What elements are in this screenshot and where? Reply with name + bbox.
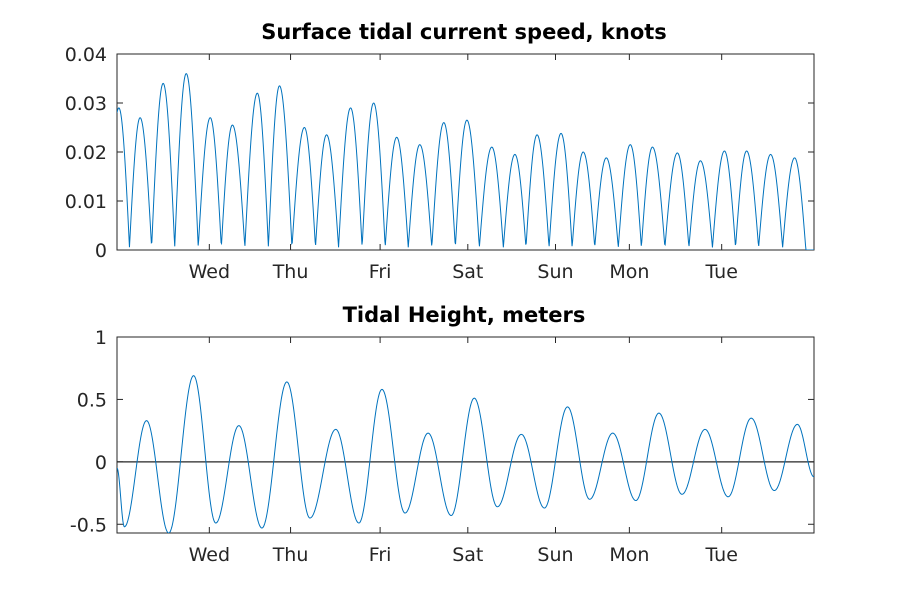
x-tick-label: Sun bbox=[537, 544, 573, 566]
x-tick-label: Fri bbox=[369, 261, 392, 283]
x-tick-label: Wed bbox=[189, 261, 230, 283]
y-tick-label: 0.03 bbox=[65, 93, 107, 115]
chart-title: Tidal Height, meters bbox=[343, 303, 586, 327]
x-tick-label: Thu bbox=[272, 261, 309, 283]
x-tick-label: Sat bbox=[452, 544, 483, 566]
x-tick-label: Mon bbox=[609, 544, 649, 566]
series-line bbox=[117, 72, 814, 250]
y-tick-label: -0.5 bbox=[70, 514, 107, 536]
x-tick-label: Wed bbox=[189, 544, 230, 566]
chart-title: Surface tidal current speed, knots bbox=[261, 20, 667, 44]
x-tick-label: Sat bbox=[452, 261, 483, 283]
plot-area bbox=[116, 53, 815, 251]
y-tick-label: 0.5 bbox=[77, 389, 107, 411]
x-tick-label: Fri bbox=[369, 544, 392, 566]
x-axis: Wed Thu Fri Sat Sun Mon Tue bbox=[189, 54, 738, 283]
x-tick-label: Mon bbox=[609, 261, 649, 283]
x-tick-label: Thu bbox=[272, 544, 309, 566]
current-speed-chart: Surface tidal current speed, knots 0 0.01… bbox=[65, 20, 815, 283]
x-tick-label: Tue bbox=[704, 544, 737, 566]
y-tick-label: 0 bbox=[95, 452, 107, 474]
x-tick-label: Sun bbox=[537, 261, 573, 283]
y-axis: 0 0.01 0.02 0.03 0.04 bbox=[65, 44, 814, 262]
y-tick-label: 0.02 bbox=[65, 142, 107, 164]
y-axis: -0.5 0 0.5 1 bbox=[70, 327, 814, 536]
y-tick-label: 1 bbox=[95, 327, 107, 349]
tidal-height-chart: Tidal Height, meters -0.5 0 0.5 1 Wed Thu Fri… bbox=[70, 303, 815, 566]
y-tick-label: 0.04 bbox=[65, 44, 107, 66]
x-tick-label: Tue bbox=[704, 261, 737, 283]
x-axis: Wed Thu Fri Sat Sun Mon Tue bbox=[189, 337, 738, 566]
y-tick-label: 0.01 bbox=[65, 191, 107, 213]
series-line bbox=[117, 375, 814, 533]
y-tick-label: 0 bbox=[95, 240, 107, 262]
